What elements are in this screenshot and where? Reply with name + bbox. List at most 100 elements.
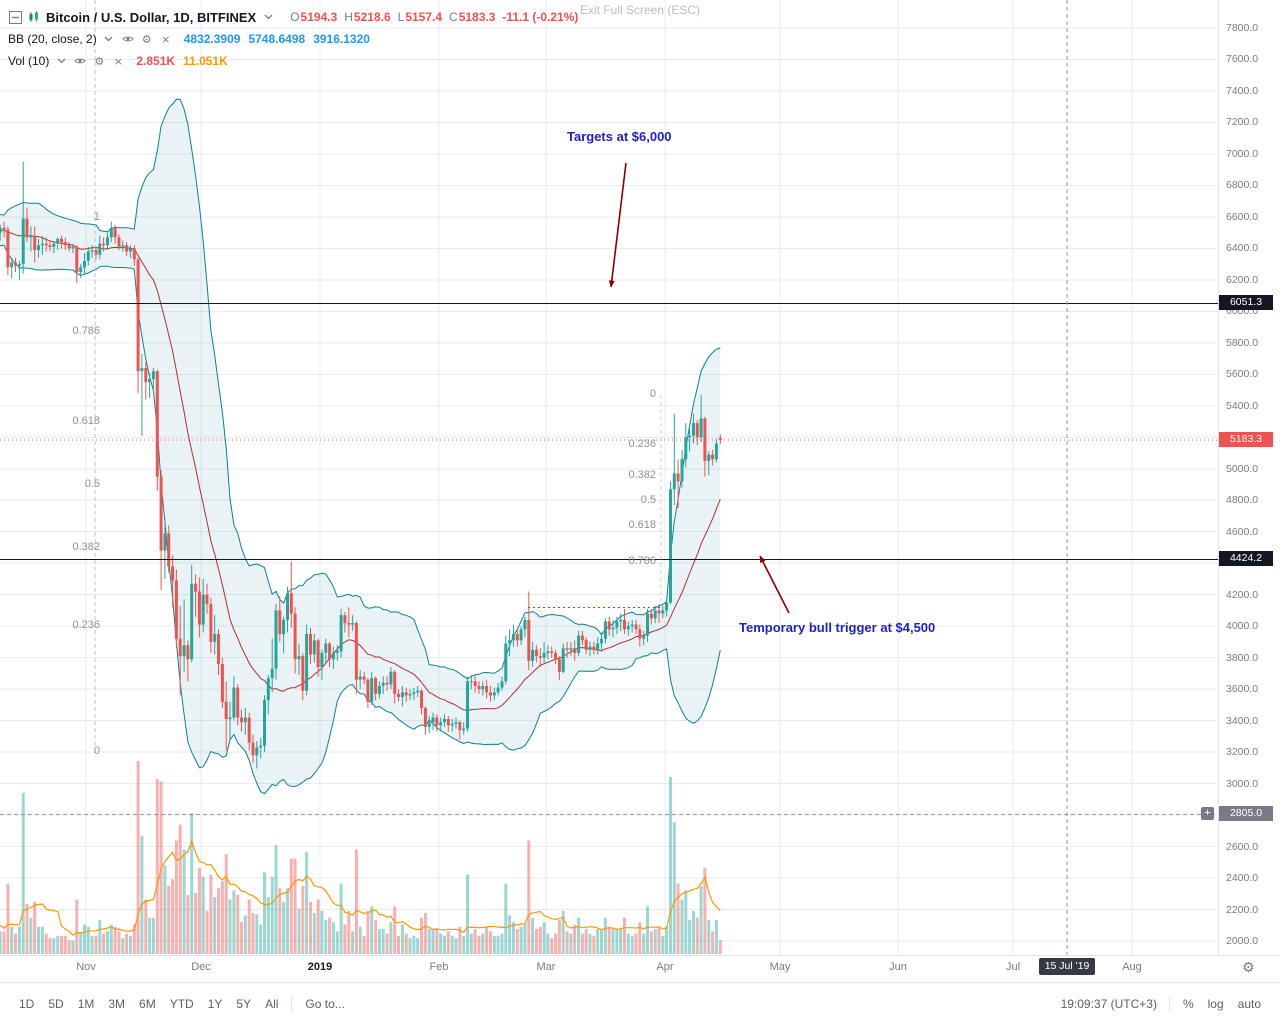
price-tick-label: 5000.0 bbox=[1226, 463, 1259, 475]
price-tick-label: 5600.0 bbox=[1226, 368, 1259, 380]
fib-level-label: 0.236 bbox=[628, 438, 656, 450]
fib-level-label: 0.5 bbox=[640, 494, 656, 506]
price-tick-label: 7000.0 bbox=[1226, 148, 1259, 160]
price-tick-label: 7400.0 bbox=[1226, 85, 1259, 97]
price-tick-label: 5400.0 bbox=[1226, 400, 1259, 412]
time-axis-label: Apr bbox=[656, 961, 674, 973]
symbol-title[interactable]: Bitcoin / U.S. Dollar, 1D, BITFINEX bbox=[46, 9, 257, 25]
price-tick-label: 2400.0 bbox=[1226, 872, 1259, 884]
fib-level-label: 0.382 bbox=[628, 469, 656, 481]
study-value: 5748.6498 bbox=[248, 32, 306, 46]
time-axis-label: Feb bbox=[429, 961, 449, 973]
price-tick-label: 3800.0 bbox=[1226, 652, 1259, 664]
price-chart[interactable] bbox=[0, 0, 1218, 955]
price-tick-label: 3000.0 bbox=[1226, 778, 1259, 790]
study-value: 11.051K bbox=[183, 54, 228, 68]
change-value: -11.1 (-0.21%) bbox=[502, 10, 579, 24]
annotation-text[interactable]: Targets at $6,000 bbox=[567, 129, 672, 144]
toolbar-divider bbox=[291, 995, 293, 1012]
close-icon[interactable]: × bbox=[161, 32, 171, 46]
eye-icon[interactable] bbox=[121, 32, 135, 46]
price-tick-label: 3400.0 bbox=[1226, 715, 1259, 727]
price-tag: 5183.3 bbox=[1219, 432, 1273, 447]
price-tick-label: 4600.0 bbox=[1226, 526, 1259, 538]
chevron-down-icon[interactable] bbox=[261, 10, 275, 24]
study-row: Vol (10) ⚙ × 2.851K 11.051K bbox=[8, 50, 578, 72]
price-tick-label: 5800.0 bbox=[1226, 337, 1259, 349]
range-button-3m[interactable]: 3M bbox=[108, 996, 126, 1011]
fib-level-label: 0 bbox=[93, 745, 100, 757]
range-button-6m[interactable]: 6M bbox=[139, 996, 156, 1011]
bottom-toolbar: 1D 5D 1M 3M 6M YTD 1Y 5Y All Go to... 19:09:37 (U… bbox=[0, 982, 1280, 1024]
price-axis[interactable] bbox=[1218, 0, 1280, 955]
axis-settings-gear-icon[interactable]: ⚙ bbox=[1242, 960, 1255, 976]
price-tag: 6051.3 bbox=[1219, 295, 1273, 310]
price-tick-label: 4200.0 bbox=[1226, 589, 1259, 601]
auto-scale-button[interactable]: auto bbox=[1237, 996, 1261, 1011]
toolbar-divider bbox=[1168, 995, 1170, 1012]
range-button-5d[interactable]: 5D bbox=[48, 996, 64, 1011]
clock[interactable]: 19:09:37 (UTC+3) bbox=[1060, 996, 1157, 1011]
time-axis-label: Aug bbox=[1122, 961, 1142, 973]
gear-icon[interactable]: ⚙ bbox=[141, 32, 152, 46]
ohlc-value: 5218.6 bbox=[353, 10, 391, 24]
fib-level-label: 0.236 bbox=[72, 619, 100, 631]
study-row: BB (20, close, 2) ⚙ × 4832.3909 5748.6498 391… bbox=[8, 28, 578, 50]
collapse-chart-icon[interactable] bbox=[8, 10, 22, 24]
chevron-down-icon[interactable] bbox=[102, 32, 116, 46]
price-tick-label: 3600.0 bbox=[1226, 683, 1259, 695]
goto-button[interactable]: Go to... bbox=[305, 996, 345, 1011]
fib-level-label: 0.786 bbox=[72, 325, 100, 337]
study-values: 4832.3909 5748.6498 3916.1320 bbox=[184, 32, 370, 46]
price-tick-label: 6400.0 bbox=[1226, 242, 1259, 254]
exit-fullscreen-hint: Exit Full Screen (ESC) bbox=[579, 3, 701, 17]
time-axis-label: Mar bbox=[536, 961, 556, 973]
price-tick-label: 7600.0 bbox=[1226, 53, 1259, 65]
price-tick-label: 6200.0 bbox=[1226, 274, 1259, 286]
study-value: 4832.3909 bbox=[183, 32, 241, 46]
indicator-legend: BB (20, close, 2) ⚙ × 4832.3909 5748.6498 391… bbox=[8, 28, 578, 72]
range-buttons: 1D 5D 1M 3M 6M YTD 1Y 5Y All Go to... bbox=[12, 993, 352, 1015]
fib-level-label: 0.618 bbox=[72, 415, 100, 427]
ohlc-values: O 5194.3 H 5218.6 L 5157.4 C 5183.3 -11.1 (-0.21… bbox=[290, 10, 578, 24]
range-button-all[interactable]: All bbox=[265, 996, 279, 1011]
range-button-ytd[interactable]: YTD bbox=[169, 996, 194, 1011]
ohlc-letter: O bbox=[290, 10, 300, 24]
time-axis-label: Nov bbox=[76, 961, 96, 973]
percent-button[interactable]: % bbox=[1182, 996, 1194, 1011]
time-axis-label: 2019 bbox=[307, 961, 333, 973]
indicator-label[interactable]: BB (20, close, 2) bbox=[8, 32, 97, 46]
gear-icon[interactable]: ⚙ bbox=[94, 54, 105, 68]
chevron-down-icon[interactable] bbox=[54, 54, 68, 68]
range-button-5y[interactable]: 5Y bbox=[236, 996, 252, 1011]
fib-level-label: 1 bbox=[93, 211, 100, 223]
time-axis-label: May bbox=[769, 961, 791, 973]
ohlc-letter: L bbox=[397, 10, 405, 24]
price-tick-label: 6600.0 bbox=[1226, 211, 1259, 223]
time-axis-label: Dec bbox=[191, 961, 211, 973]
fib-level-label: 0.5 bbox=[84, 478, 100, 490]
study-values: 2.851K 11.051K bbox=[136, 54, 227, 68]
fib-level-label: 0.382 bbox=[72, 541, 100, 553]
eye-icon[interactable] bbox=[73, 54, 87, 68]
price-tick-label: 7200.0 bbox=[1226, 116, 1259, 128]
fib-level-label: 0.618 bbox=[628, 519, 656, 531]
indicator-label[interactable]: Vol (10) bbox=[8, 54, 50, 68]
annotation-text[interactable]: Temporary bull trigger at $4,500 bbox=[739, 620, 936, 635]
price-tick-label: 3200.0 bbox=[1226, 746, 1259, 758]
add-alert-plus-icon[interactable]: + bbox=[1201, 807, 1214, 820]
price-tag: 2805.0 bbox=[1219, 806, 1273, 821]
range-button-1y[interactable]: 1Y bbox=[207, 996, 223, 1011]
ohlc-value: 5183.3 bbox=[458, 10, 496, 24]
study-value: 3916.1320 bbox=[313, 32, 370, 46]
price-tick-label: 7800.0 bbox=[1226, 22, 1259, 34]
log-scale-button[interactable]: log bbox=[1207, 996, 1224, 1011]
range-button-1m[interactable]: 1M bbox=[77, 996, 95, 1011]
ohlc-value: 5194.3 bbox=[300, 10, 338, 24]
exchange-logo-icon bbox=[27, 10, 41, 24]
close-icon[interactable]: × bbox=[113, 54, 123, 68]
range-button-1d[interactable]: 1D bbox=[19, 996, 35, 1011]
time-axis-label: Jun bbox=[889, 961, 907, 973]
chart-legend: Bitcoin / U.S. Dollar, 1D, BITFINEX O 519… bbox=[8, 6, 578, 72]
